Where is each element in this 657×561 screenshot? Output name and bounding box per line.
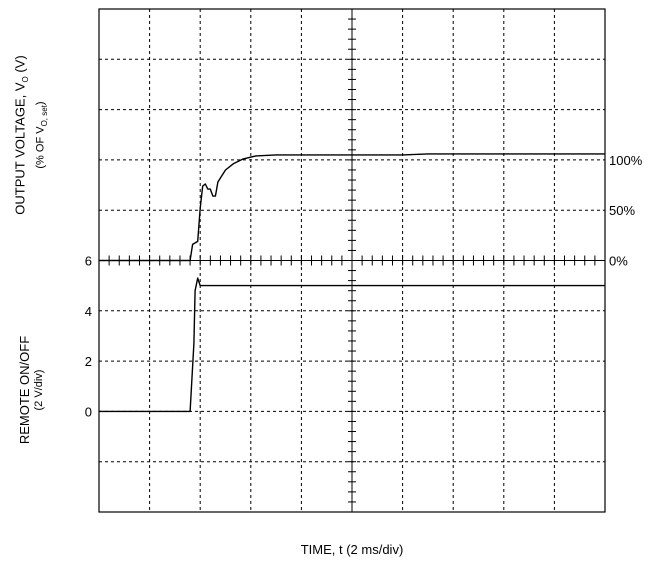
x-axis-label: TIME, t (2 ms/div) <box>300 542 404 557</box>
lower-tick-label: 6 <box>85 254 92 269</box>
lower-tick-label: 0 <box>85 404 92 419</box>
upper-tick-label: 0% <box>609 254 628 269</box>
center-axes <box>98 8 606 513</box>
upper-axis-label: OUTPUT VOLTAGE, VO (V) (% OF VO, set) <box>12 55 49 215</box>
traces <box>99 153 605 413</box>
remote-on-off-trace <box>99 277 605 413</box>
upper-tick-label: 100% <box>609 153 643 168</box>
lower-axis-label: REMOTE ON/OFF (2 V/div) <box>17 335 45 445</box>
lower-tick-label: 2 <box>85 354 92 369</box>
output-voltage-trace <box>99 153 605 262</box>
lower-tick-label: 4 <box>85 304 92 319</box>
lower-axis-ticks: 6 4 2 0 <box>85 254 92 420</box>
upper-tick-label: 50% <box>609 203 635 218</box>
upper-axis-ticks: 100% 50% 0% <box>609 153 643 269</box>
